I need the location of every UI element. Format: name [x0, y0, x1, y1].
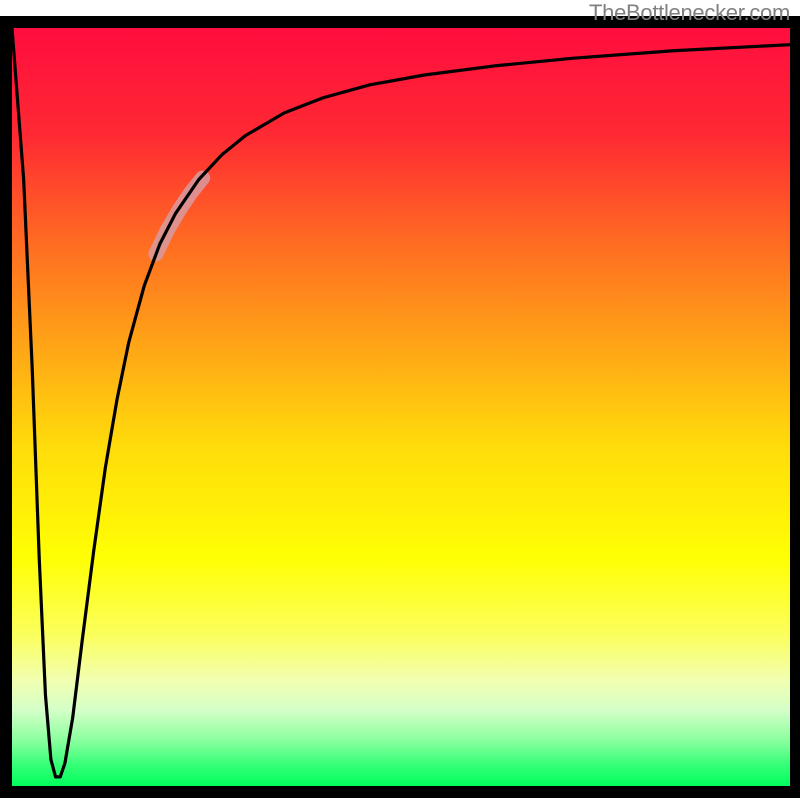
plot-frame	[0, 786, 800, 798]
plot-frame	[0, 16, 12, 798]
plot-background	[12, 28, 790, 786]
plot-frame	[790, 16, 800, 798]
bottleneck-chart	[0, 0, 800, 800]
attribution-text: TheBottlenecker.com	[589, 0, 790, 26]
